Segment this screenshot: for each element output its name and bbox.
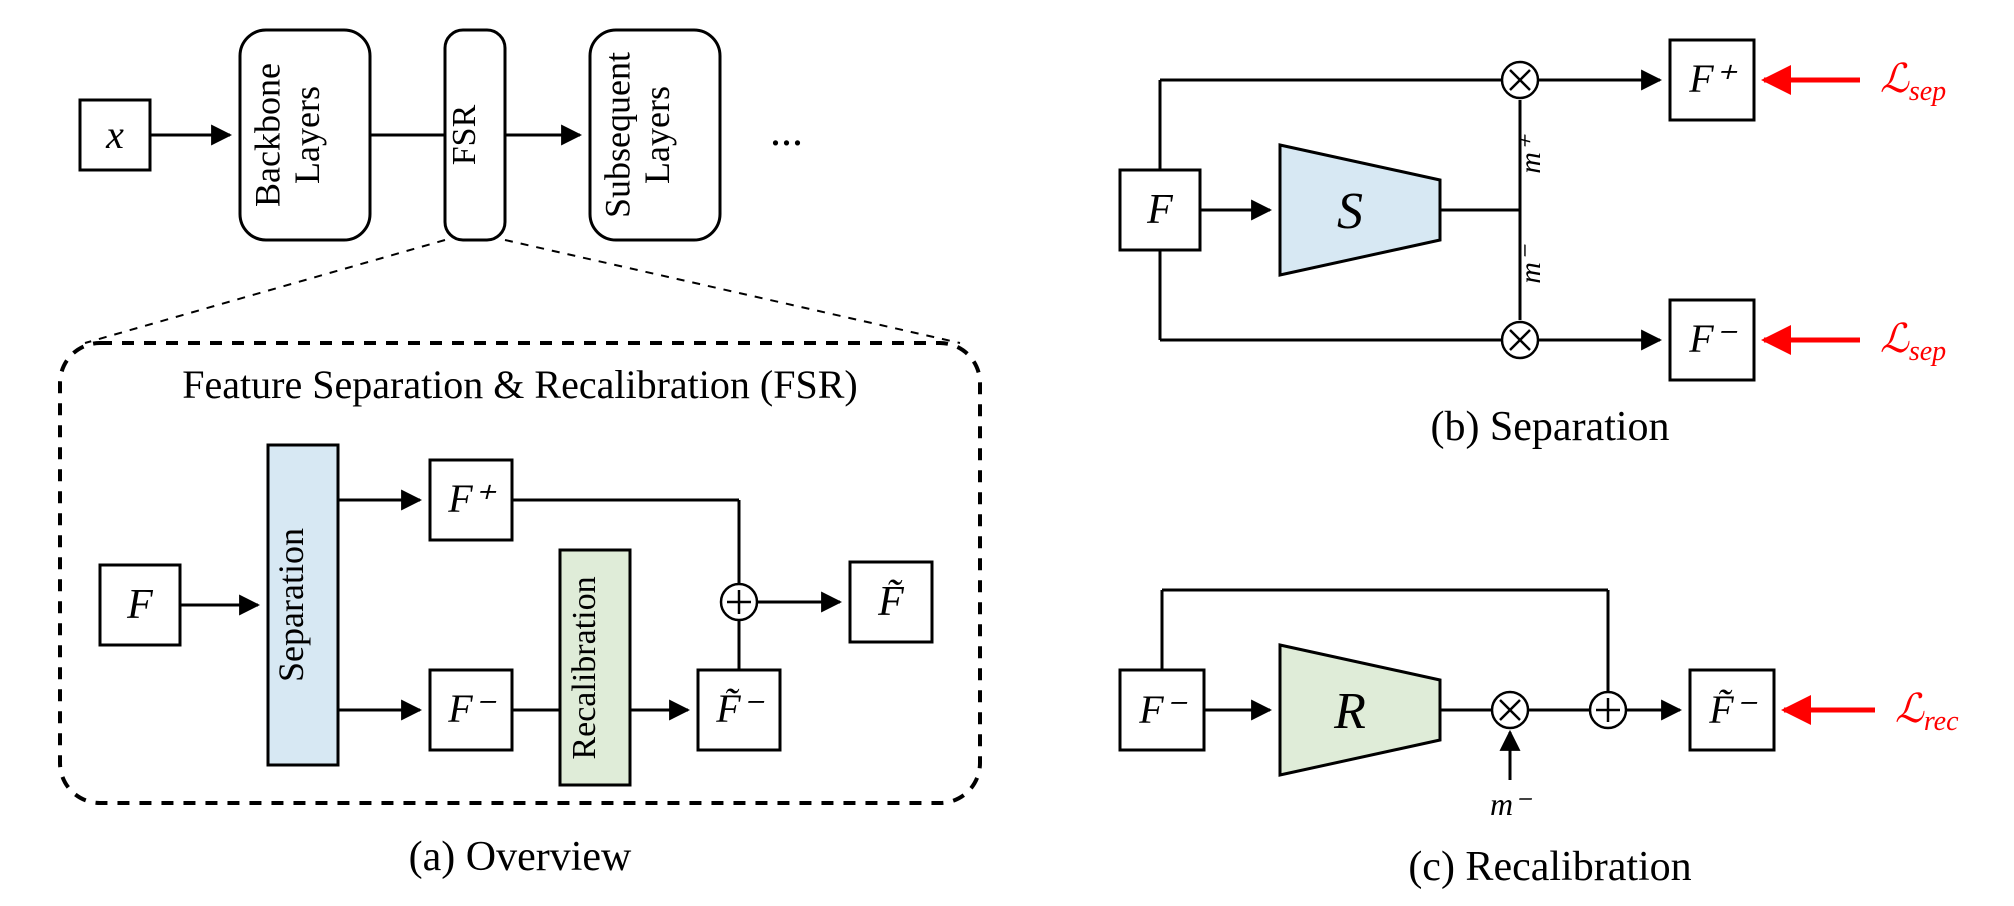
R-label: R (1333, 683, 1366, 740)
sep-Fminus-label: F⁻ (1688, 316, 1737, 361)
sep-mult-top-icon (1502, 62, 1538, 98)
mplus-label: m⁺ (1514, 134, 1547, 174)
sep-F-label: F (1146, 187, 1173, 233)
Ftilde-label: F̃ (877, 579, 904, 625)
ellipsis: ... (770, 106, 803, 155)
separation-block-label: Separation (271, 528, 311, 682)
recalibration-diagram: F⁻ R m⁻ F̃⁻ (1120, 590, 1959, 822)
loss-bot: ℒsep (1880, 316, 1946, 367)
mminus-label: m⁻ (1514, 244, 1547, 284)
overview-top-pipeline: x BackboneLayers FSR SubsequentLayers ..… (80, 30, 803, 240)
Fminus-label: F⁻ (447, 686, 496, 731)
sep-mult-bot-icon (1502, 322, 1538, 358)
rec-loss: ℒrec (1895, 686, 1959, 737)
caption-b: (b) Separation (1430, 404, 1669, 450)
loss-top: ℒsep (1880, 56, 1946, 107)
rec-Fmt-label: F̃⁻ (1708, 687, 1757, 732)
x-label: x (105, 112, 124, 157)
sep-Fplus-label: F⁺ (1688, 56, 1737, 101)
overview-plus-icon (721, 584, 757, 620)
rec-plus-icon (1590, 692, 1626, 728)
fsr-dashed-container (60, 343, 980, 803)
separation-diagram: F S m⁺ m⁻ (1120, 40, 1946, 380)
callout-left (85, 240, 445, 343)
fsr-title: Feature Separation & Recalibration (FSR) (182, 362, 857, 407)
subsequent-text: Subsequent (597, 52, 637, 218)
overview-F-label: F (126, 582, 153, 628)
caption-a: (a) Overview (409, 834, 632, 880)
S-label: S (1337, 183, 1363, 240)
backbone-text-l1: Backbone (247, 63, 287, 207)
rec-mminus-label: m⁻ (1490, 786, 1532, 822)
fsr-detail: Feature Separation & Recalibration (FSR)… (60, 343, 980, 803)
Fmt-label: F̃⁻ (715, 686, 764, 731)
recalibration-block-label: Recalibration (566, 576, 603, 759)
Fplus-label: F⁺ (447, 476, 496, 521)
rec-mult-icon (1492, 692, 1528, 728)
fsr-label: FSR (446, 104, 483, 165)
rec-Fminus-label: F⁻ (1138, 687, 1187, 732)
callout-right (505, 240, 960, 343)
caption-c: (c) Recalibration (1408, 844, 1691, 890)
